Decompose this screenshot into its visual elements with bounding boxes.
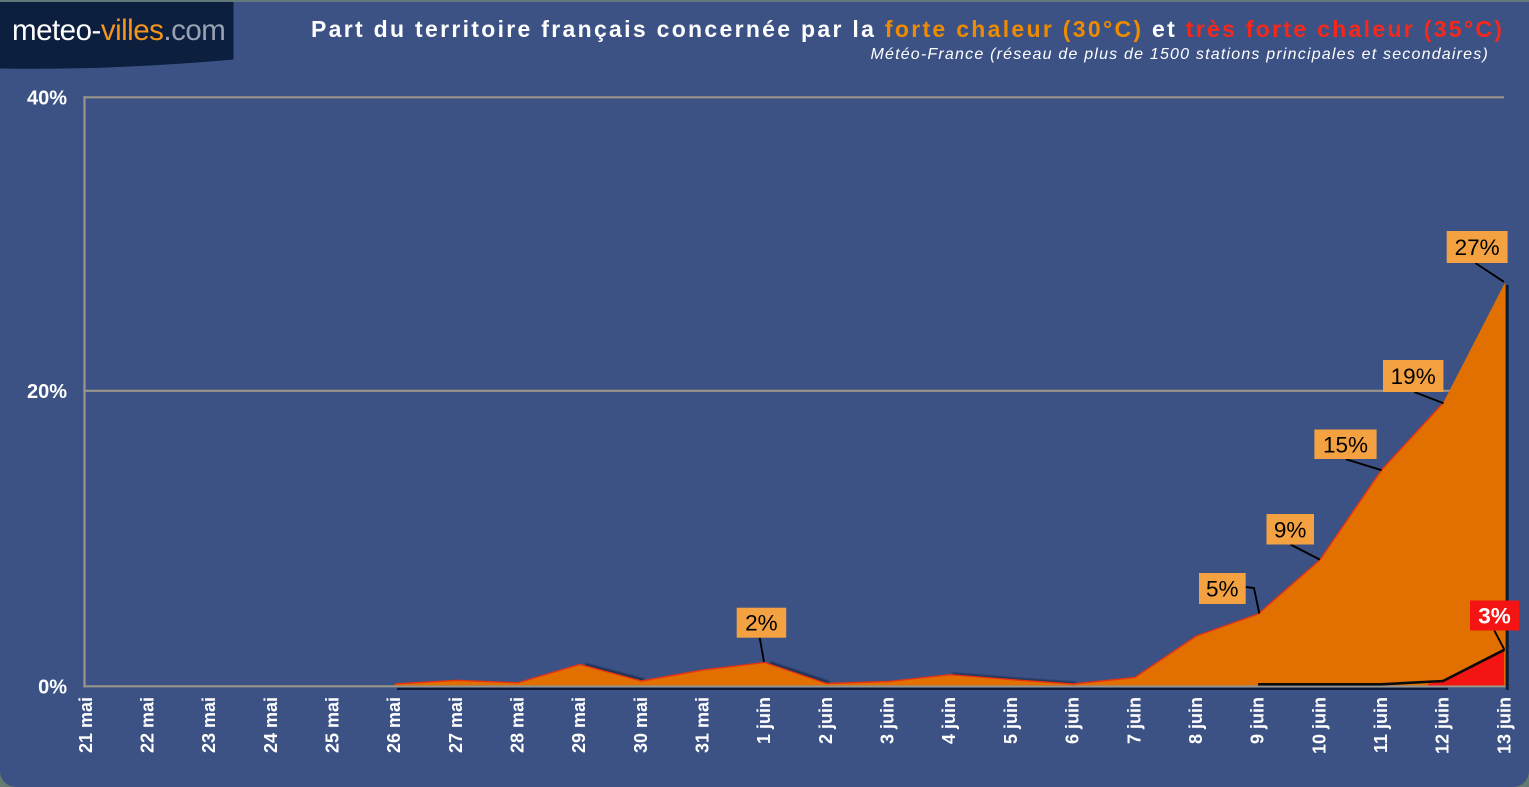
svg-text:4 juin: 4 juin [939, 697, 959, 744]
svg-text:20%: 20% [27, 381, 67, 403]
svg-text:29 mai: 29 mai [569, 697, 589, 753]
svg-text:2%: 2% [745, 611, 778, 636]
svg-text:12 juin: 12 juin [1433, 697, 1453, 754]
svg-text:7 juin: 7 juin [1124, 697, 1144, 744]
svg-text:10 juin: 10 juin [1309, 697, 1329, 754]
svg-text:31 mai: 31 mai [693, 697, 713, 753]
svg-text:27 mai: 27 mai [446, 697, 466, 753]
svg-text:22 mai: 22 mai [138, 697, 158, 753]
svg-text:13 juin: 13 juin [1494, 697, 1514, 754]
svg-text:19%: 19% [1391, 364, 1436, 389]
svg-text:26 mai: 26 mai [384, 697, 404, 753]
svg-text:2 juin: 2 juin [816, 697, 836, 744]
svg-text:11 juin: 11 juin [1371, 697, 1391, 753]
svg-text:0%: 0% [38, 676, 67, 698]
svg-text:15%: 15% [1323, 433, 1368, 458]
svg-text:1 juin: 1 juin [754, 697, 774, 744]
svg-text:6 juin: 6 juin [1063, 697, 1083, 744]
svg-text:3 juin: 3 juin [878, 697, 898, 744]
svg-text:40%: 40% [27, 87, 67, 109]
svg-text:9 juin: 9 juin [1248, 697, 1268, 744]
svg-text:24 mai: 24 mai [261, 697, 281, 753]
svg-text:5 juin: 5 juin [1001, 697, 1021, 744]
svg-text:27%: 27% [1455, 235, 1500, 260]
svg-text:28 mai: 28 mai [508, 697, 528, 753]
svg-text:8 juin: 8 juin [1186, 697, 1206, 744]
svg-text:3%: 3% [1478, 604, 1511, 629]
svg-text:21 mai: 21 mai [76, 697, 96, 753]
svg-text:30 mai: 30 mai [631, 697, 651, 753]
svg-text:25 mai: 25 mai [323, 697, 343, 753]
svg-text:9%: 9% [1274, 518, 1307, 543]
svg-text:23 mai: 23 mai [199, 697, 219, 753]
svg-text:5%: 5% [1206, 577, 1239, 602]
